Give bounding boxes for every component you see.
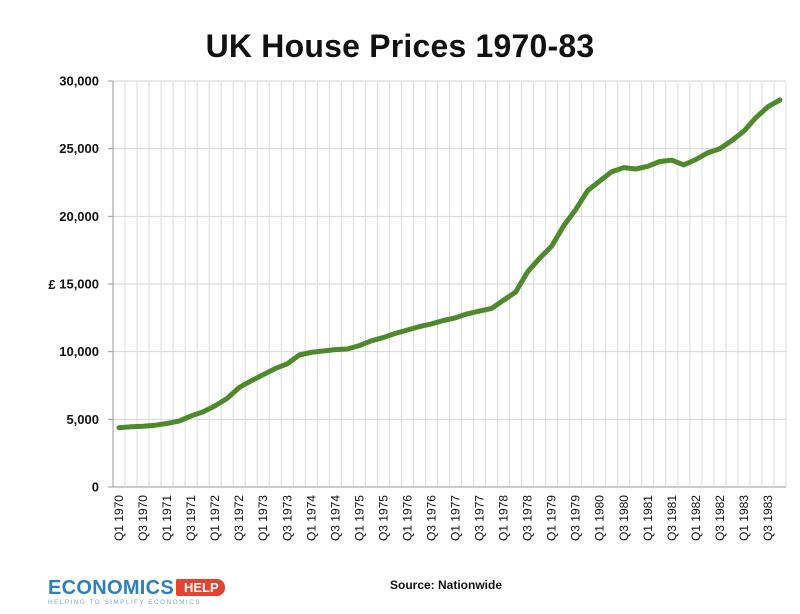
y-tick-label: 25,000 [59,141,99,156]
logo-tagline: HELPING TO SIMPLIFY ECONOMICS [48,599,201,606]
x-tick-label: Q3 1975 [376,495,390,541]
x-tick-label: Q1 1970 [112,495,126,541]
y-tick-label: 20,000 [59,209,99,224]
logo-wordmark: ECONOMICS [48,577,175,599]
y-tick-label: 15,000 [59,277,99,292]
economics-help-logo: ECONOMICS HELP HELPING TO SIMPLIFY ECONO… [48,577,248,611]
y-axis-label: £ [48,277,56,292]
x-tick-label: Q1 1976 [400,495,414,541]
y-tick-label: 5,000 [66,412,99,427]
y-tick-label: 30,000 [59,74,99,89]
axes [112,81,786,488]
x-tick-label: Q3 1980 [617,495,631,541]
x-tick-label: Q1 1978 [497,495,511,541]
x-tick-label: Q1 1982 [689,495,703,541]
x-tick-label: Q1 1972 [208,495,222,541]
chart-title: UK House Prices 1970-83 [205,28,595,64]
y-tick-label: 0 [92,480,99,495]
x-tick-label: Q1 1980 [593,495,607,541]
x-tick-label: Q1 1974 [304,495,318,541]
x-tick-label: Q3 1982 [713,495,727,541]
x-tick-label: Q3 1978 [521,495,535,541]
x-tick-label: Q1 1971 [160,495,174,541]
x-tick-label: Q3 1977 [473,495,487,541]
x-tick-label: Q3 1973 [280,495,294,541]
x-tick-label: Q3 1983 [761,495,775,541]
logo-tag: HELP [176,579,225,596]
house-price-line [116,97,783,431]
x-tick-labels: Q1 1970 Q3 1970 Q1 1971 Q3 1971 Q1 1972 Q3 19… [112,495,775,541]
series-lines [116,97,783,431]
y-tick-label: 10,000 [59,344,99,359]
x-tick-label: Q1 1983 [737,495,751,541]
horizontal-gridlines [108,80,786,488]
x-tick-label: Q3 1974 [328,495,342,541]
x-tick-label: Q3 1972 [232,495,246,541]
x-tick-label: Q3 1979 [569,495,583,541]
x-tick-label: Q3 1976 [424,495,438,541]
x-tick-label: Q1 1979 [545,495,559,541]
x-tick-label: Q1 1973 [256,495,270,541]
x-tick-label: Q1 1975 [352,495,366,541]
x-tick-label: Q3 1970 [136,495,150,541]
y-tick-labels: 0 5,000 10,000 15,000 20,000 25,000 30,000 [59,74,99,495]
x-tick-label: Q1 1977 [449,495,463,541]
x-tick-label: Q3 1981 [665,495,679,541]
source-note: Source: Nationwide [390,578,503,592]
x-tick-label: Q1 1981 [641,495,655,541]
line-chart: 0 5,000 10,000 15,000 20,000 25,000 30,000 Q1 … [48,74,787,541]
x-tick-label: Q3 1971 [184,495,198,541]
